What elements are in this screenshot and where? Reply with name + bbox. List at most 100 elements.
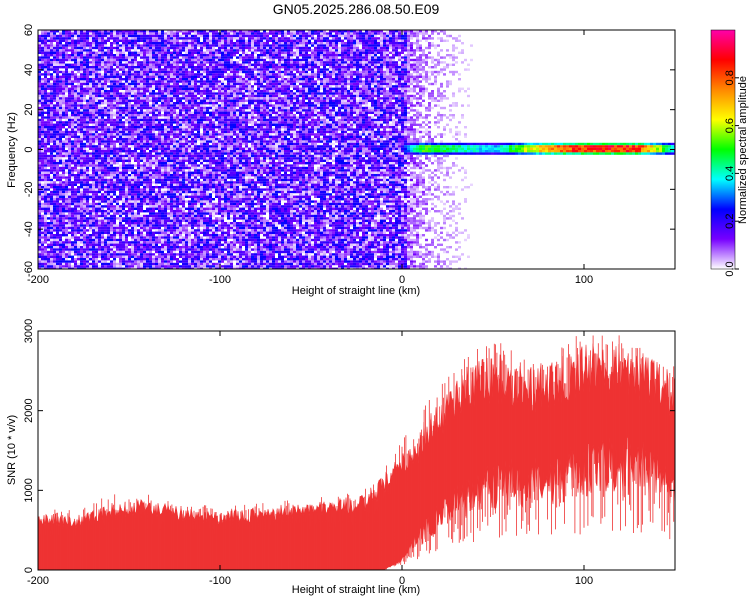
- heatmap-cell: [92, 111, 95, 114]
- heatmap-cell: [170, 166, 173, 170]
- heatmap-cell: [164, 258, 167, 261]
- heatmap-cell: [110, 255, 113, 258]
- heatmap-cell: [59, 78, 62, 81]
- heatmap-cell: [122, 56, 125, 59]
- heatmap-cell: [62, 265, 65, 268]
- heatmap-cell: [71, 99, 74, 102]
- heatmap-cell: [167, 255, 170, 258]
- heatmap-cell: [164, 222, 167, 225]
- heatmap-cell: [140, 265, 143, 268]
- heatmap-cell: [116, 178, 119, 182]
- heatmap-cell: [167, 166, 170, 170]
- heatmap-cell: [68, 198, 71, 201]
- heatmap-cell: [179, 51, 182, 54]
- heatmap-cell: [188, 250, 191, 254]
- heatmap-cell: [194, 46, 197, 50]
- heatmap-cell: [128, 224, 131, 227]
- heatmap-cell: [146, 190, 149, 194]
- heatmap-cell: [116, 140, 119, 143]
- heatmap-cell: [128, 106, 131, 110]
- heatmap-cell: [155, 159, 158, 162]
- heatmap-cell: [179, 212, 182, 215]
- heatmap-cell: [53, 56, 56, 59]
- heatmap-cell: [104, 63, 107, 66]
- heatmap-cell: [122, 85, 125, 88]
- heatmap-cell: [71, 243, 74, 246]
- heatmap-cell: [194, 82, 197, 86]
- heatmap-cell: [137, 231, 140, 234]
- heatmap-cell: [176, 176, 179, 179]
- heatmap-cell: [77, 250, 80, 254]
- heatmap-cell: [41, 49, 44, 52]
- heatmap-cell: [74, 193, 77, 196]
- heatmap-cell: [50, 82, 53, 86]
- heatmap-cell: [131, 109, 134, 112]
- heatmap-cell: [128, 202, 131, 206]
- heatmap-cell: [161, 166, 164, 170]
- heatmap-cell: [80, 63, 83, 66]
- heatmap-cell: [53, 166, 56, 170]
- heatmap-cell: [50, 118, 53, 122]
- heatmap-cell: [119, 238, 122, 242]
- heatmap-cell: [191, 229, 194, 232]
- heatmap-cell: [185, 106, 188, 110]
- heatmap-cell: [152, 181, 155, 184]
- heatmap-cell: [173, 68, 176, 71]
- heatmap-cell: [152, 97, 155, 100]
- heatmap-cell: [140, 188, 143, 191]
- heatmap-cell: [80, 111, 83, 114]
- heatmap-cell: [131, 262, 134, 266]
- heatmap-cell: [185, 171, 188, 174]
- heatmap-cell: [74, 99, 77, 102]
- heatmap-cell: [38, 114, 41, 117]
- heatmap-cell: [92, 174, 95, 177]
- heatmap-cell: [80, 171, 83, 174]
- heatmap-cell: [44, 265, 47, 268]
- heatmap-cell: [65, 190, 68, 194]
- heatmap-cell: [56, 90, 59, 93]
- heatmap-cell: [56, 210, 59, 213]
- heatmap-cell: [149, 255, 152, 258]
- heatmap-cell: [71, 111, 74, 114]
- heatmap-cell: [110, 246, 113, 249]
- heatmap-cell: [182, 92, 185, 95]
- heatmap-cell: [164, 97, 167, 100]
- heatmap-cell: [170, 236, 173, 239]
- heatmap-cell: [95, 90, 98, 93]
- heatmap-cell: [176, 186, 179, 189]
- heatmap-cell: [152, 32, 155, 35]
- heatmap-cell: [188, 116, 191, 119]
- heatmap-cell: [188, 255, 191, 258]
- heatmap-cell: [95, 140, 98, 143]
- heatmap-cell: [152, 44, 155, 47]
- heatmap-cell: [146, 231, 149, 234]
- heatmap-cell: [131, 92, 134, 95]
- heatmap-cell: [188, 224, 191, 227]
- heatmap-cell: [50, 63, 53, 66]
- heatmap-cell: [119, 217, 122, 220]
- heatmap-cell: [158, 118, 161, 122]
- heatmap-cell: [116, 188, 119, 191]
- heatmap-cell: [149, 126, 152, 129]
- heatmap-cell: [185, 130, 188, 134]
- heatmap-cell: [194, 68, 197, 71]
- heatmap-cell: [122, 171, 125, 174]
- heatmap-cell: [56, 130, 59, 134]
- heatmap-cell: [83, 109, 86, 112]
- heatmap-cell: [101, 178, 104, 182]
- heatmap-cell: [167, 114, 170, 117]
- heatmap-cell: [44, 169, 47, 172]
- heatmap-cell: [44, 253, 47, 256]
- heatmap-cell: [128, 241, 131, 244]
- heatmap-cell: [50, 207, 53, 210]
- heatmap-cell: [95, 154, 98, 158]
- heatmap-cell: [74, 140, 77, 143]
- heatmap-cell: [191, 174, 194, 177]
- heatmap-cell: [143, 54, 146, 57]
- heatmap-cell: [179, 58, 182, 62]
- heatmap-cell: [143, 126, 146, 129]
- heatmap-cell: [71, 80, 74, 83]
- heatmap-cell: [92, 224, 95, 227]
- heatmap-cell: [191, 265, 194, 268]
- heatmap-cell: [110, 214, 113, 218]
